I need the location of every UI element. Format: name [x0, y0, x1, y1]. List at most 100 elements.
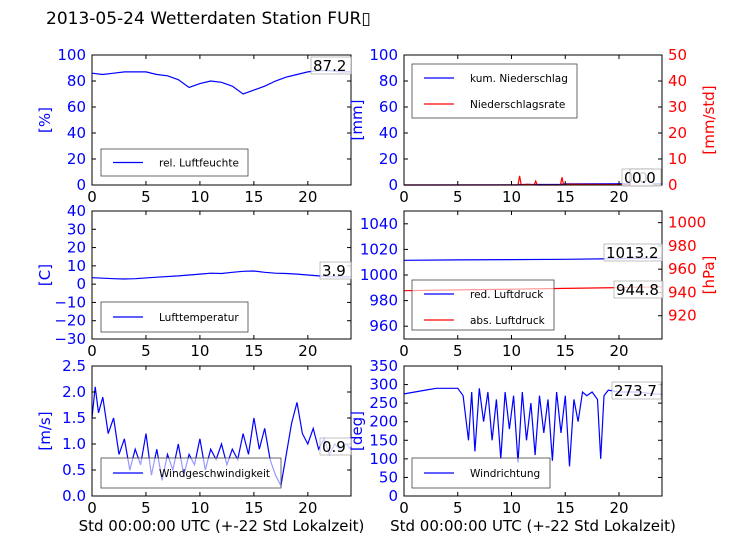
- panel4-xtick-label: 5: [453, 342, 463, 360]
- panel4-legend-box: [411, 279, 555, 331]
- panel2-ytick-label: 0: [388, 176, 398, 194]
- panel6-ytick-label: 250: [369, 394, 398, 412]
- panel5-frame: [91, 365, 352, 497]
- panel4-y2tick-label: 940: [668, 283, 697, 301]
- panel6-ytick-label: 0: [388, 487, 398, 505]
- panel4-xtick-label: 15: [556, 342, 575, 360]
- panel4-y2tick-label: 920: [668, 307, 697, 325]
- panel5-ytick-label: 0.5: [62, 461, 86, 479]
- panel3-ytick-label: −20: [54, 312, 86, 330]
- panel4-xtick-label: 20: [609, 342, 628, 360]
- panel3-ytick-label: 10: [67, 257, 86, 275]
- panel1-ytick-label: 20: [67, 150, 86, 168]
- panel6-frame: [403, 365, 663, 497]
- panel6-xtick-label: 5: [453, 499, 463, 517]
- page-title: 2013-05-24 Wetterdaten Station FUR▯: [46, 9, 371, 29]
- panel1-frame: [91, 54, 352, 186]
- panel6-ytick-label: 300: [369, 376, 398, 394]
- panel2-y2tick-label: 50: [668, 46, 687, 64]
- panel2-ytick-label: 100: [369, 46, 398, 64]
- panel1-ylabel: [%]: [36, 107, 54, 133]
- panel2-xtick-label: 10: [502, 188, 521, 206]
- panel2-frame: [403, 54, 663, 186]
- panel3-xtick-label: 20: [298, 342, 317, 360]
- panel2-xtick-label: 0: [399, 188, 409, 206]
- panel3-xtick-label: 10: [190, 342, 209, 360]
- panel6-xtick-label: 10: [502, 499, 521, 517]
- panel1-xtick-label: 0: [87, 188, 97, 206]
- panel6-ylabel: [deg]: [348, 411, 366, 451]
- panel1-ytick-label: 100: [57, 46, 86, 64]
- panel2-y2label: [mm/std]: [700, 85, 718, 154]
- panel3-ytick-label: 40: [67, 202, 86, 220]
- panel4-y2label: [hPa]: [700, 256, 718, 295]
- panel3-series-1-line: [91, 270, 351, 280]
- panel3-xtick-label: 15: [244, 342, 263, 360]
- panel6-xlabel: Std 00:00:00 UTC (+-22 Std Lokalzeit): [390, 517, 676, 535]
- panel6-value-box: [611, 381, 662, 400]
- panel2-y2tick-label: 30: [668, 98, 687, 116]
- panel5-ylabel: [m/s]: [36, 411, 54, 450]
- panel4-value-label: 944.8: [616, 281, 659, 299]
- panel2-value-label: 0.0: [632, 169, 656, 187]
- panel1-xtick-label: 15: [244, 188, 263, 206]
- panel2-ytick-label: 20: [379, 150, 398, 168]
- panel3-value-box: [319, 261, 352, 280]
- panel1-ytick-label: 40: [67, 124, 86, 142]
- panel5-value-label: 0.9: [322, 438, 346, 456]
- panel6-ytick-label: 350: [369, 357, 398, 375]
- panel6-xtick-label: 0: [399, 499, 409, 517]
- panel3-value-label: 3.9: [322, 262, 346, 280]
- panel2-value-box: [629, 168, 662, 187]
- panel3-ylabel: [C]: [36, 264, 54, 286]
- panel2-ytick-label: 40: [379, 124, 398, 142]
- panel2-xtick-label: 15: [556, 188, 575, 206]
- panel2-legend-box: [411, 63, 578, 119]
- panel4-y2tick-label: 1000: [668, 214, 706, 232]
- panel6-ytick-label: 200: [369, 413, 398, 431]
- panel5-xtick-label: 5: [141, 499, 151, 517]
- panel6-ytick-label: 100: [369, 450, 398, 468]
- panel4-legend-label: abs. Luftdruck: [470, 315, 546, 327]
- panel1-legend-label: rel. Luftfeuchte: [159, 158, 239, 170]
- panel1-value-box: [310, 56, 352, 75]
- panel2-y2tick-label: 20: [668, 124, 687, 142]
- panel3-xtick-label: 0: [87, 342, 97, 360]
- panel1-ytick-label: 0: [76, 176, 86, 194]
- panel4-y2tick-label: 960: [668, 260, 697, 278]
- panel4-xtick-label: 10: [502, 342, 521, 360]
- panel1-ytick-label: 80: [67, 72, 86, 90]
- panel6-legend-label: Windrichtung: [470, 468, 540, 480]
- panel2-legend-label: Niederschlagsrate: [470, 99, 565, 111]
- panel4-value-box: [603, 243, 663, 262]
- panel1-ytick-label: 60: [67, 98, 86, 116]
- panel4-ytick-label: 1040: [360, 215, 398, 233]
- panel3-ytick-label: 20: [67, 239, 86, 257]
- panel4-xtick-label: 0: [399, 342, 409, 360]
- panel6-xtick-label: 15: [556, 499, 575, 517]
- panel3-ytick-label: −10: [54, 293, 86, 311]
- panel6-ytick-label: 150: [369, 431, 398, 449]
- panel5-legend-label: Windgeschwindigkeit: [159, 468, 270, 480]
- panel1-xtick-label: 10: [190, 188, 209, 206]
- panel5-ytick-label: 0.0: [62, 487, 86, 505]
- panel2-legend-label: kum. Niederschlag: [470, 73, 568, 85]
- panel6-series-1-line: [403, 387, 663, 467]
- panel5-ytick-label: 1.0: [62, 435, 86, 453]
- panel4-legend-label: red. Luftdruck: [470, 289, 544, 301]
- panel5-xtick-label: 10: [190, 499, 209, 517]
- panel3-xtick-label: 5: [141, 342, 151, 360]
- panel5-ytick-label: 1.5: [62, 409, 86, 427]
- panel2-xtick-label: 20: [609, 188, 628, 206]
- panel1-xtick-label: 20: [298, 188, 317, 206]
- panel2-ylabel: [mm]: [348, 100, 366, 141]
- panel4-ytick-label: 1020: [360, 240, 398, 258]
- panel6-ytick-label: 50: [379, 468, 398, 486]
- panel2-ytick-label: 60: [379, 98, 398, 116]
- panel1-xtick-label: 5: [141, 188, 151, 206]
- panel2-ytick-label: 80: [379, 72, 398, 90]
- panel3-legend-label: Lufttemperatur: [159, 312, 239, 324]
- panel5-xtick-label: 0: [87, 499, 97, 517]
- panel2-y2tick-label: 10: [668, 150, 687, 168]
